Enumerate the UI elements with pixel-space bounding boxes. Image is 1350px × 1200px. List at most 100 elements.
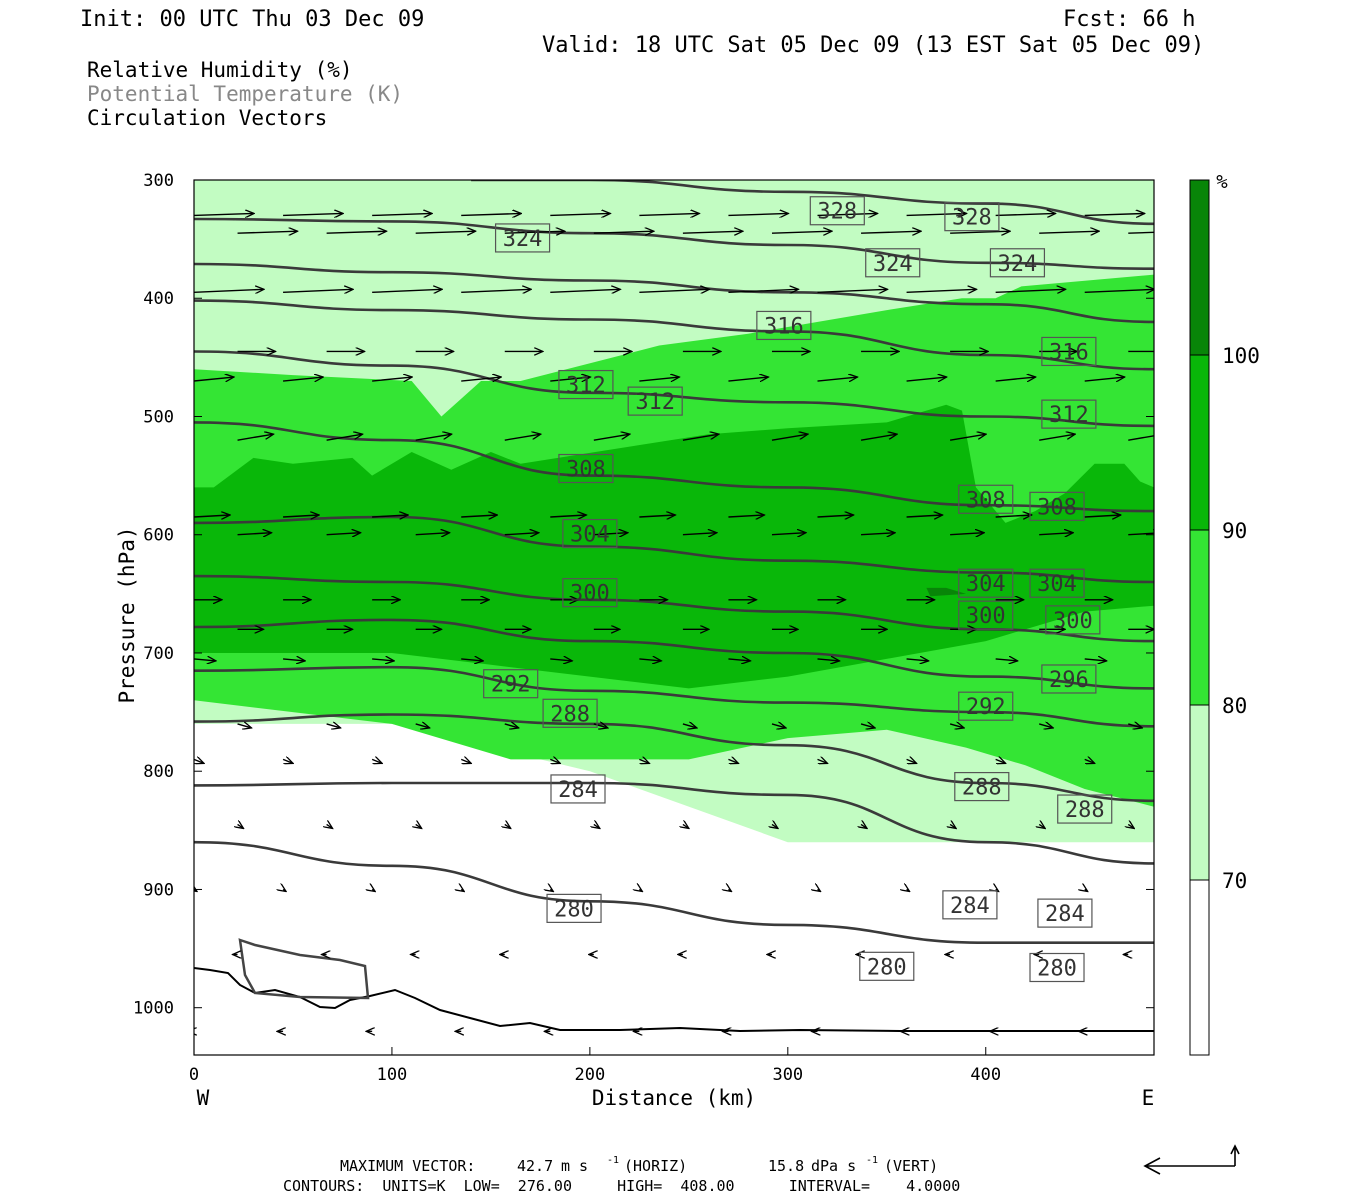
x-tick-label: 200 bbox=[575, 1065, 606, 1085]
theta-label-text: 284 bbox=[1045, 902, 1085, 927]
legend-vectors: Circulation Vectors bbox=[87, 106, 327, 130]
x-tick-label: 100 bbox=[377, 1065, 408, 1085]
theta-label-text: 304 bbox=[1037, 572, 1077, 597]
circulation-vector bbox=[461, 213, 521, 215]
footer: MAXIMUM VECTOR: 42.7 m s -1 (HORIZ) 15.8… bbox=[283, 1155, 960, 1195]
circulation-vector bbox=[415, 434, 452, 441]
circulation-vector bbox=[728, 759, 738, 763]
circulation-vector bbox=[372, 515, 408, 517]
theta-label-324: 324 bbox=[989, 248, 1046, 278]
rh-region-100+ bbox=[926, 587, 966, 597]
theta-label-288: 288 bbox=[542, 698, 598, 728]
circulation-vector bbox=[906, 289, 977, 292]
circulation-vector bbox=[728, 659, 750, 661]
circulation-vector bbox=[860, 724, 875, 728]
circulation-vector bbox=[372, 889, 375, 891]
theta-label-312: 312 bbox=[1041, 399, 1097, 429]
theta-label-box bbox=[1041, 399, 1097, 429]
circulation-vector bbox=[550, 759, 560, 763]
theta-label-box bbox=[1041, 336, 1097, 367]
colorbar-label: 80 bbox=[1222, 694, 1247, 718]
theta-contour-292 bbox=[194, 665, 1154, 728]
circulation-vector bbox=[728, 377, 768, 381]
theta-label-box bbox=[859, 951, 915, 981]
circulation-vector bbox=[995, 213, 1056, 215]
circulation-vector bbox=[283, 377, 323, 381]
theta-label-text: 284 bbox=[558, 778, 598, 803]
circulation-vector bbox=[593, 231, 654, 233]
circulation-vector bbox=[237, 533, 272, 535]
circulation-vector bbox=[861, 533, 895, 535]
theta-label-280: 280 bbox=[859, 951, 915, 981]
legend-rh: Relative Humidity (%) bbox=[87, 58, 353, 82]
theta-label-box bbox=[1057, 794, 1113, 824]
colorbar-segment bbox=[1190, 705, 1209, 880]
circulation-vector bbox=[326, 724, 341, 728]
circulation-vector bbox=[639, 213, 699, 215]
max-horiz-sup: -1 bbox=[607, 1155, 619, 1166]
circulation-vector bbox=[639, 659, 661, 661]
max-horiz-unit: m s bbox=[561, 1157, 588, 1175]
colorbar-segment bbox=[1190, 355, 1209, 530]
theta-label-text: 316 bbox=[764, 314, 804, 339]
theta-contour-328 bbox=[471, 180, 1154, 226]
circulation-vector bbox=[771, 231, 832, 233]
circulation-vector bbox=[593, 724, 608, 728]
west-label: W bbox=[197, 1086, 210, 1110]
theta-label-text: 308 bbox=[566, 458, 606, 483]
theta-label-box bbox=[958, 484, 1014, 514]
circulation-vector bbox=[327, 824, 333, 828]
circulation-vector bbox=[906, 515, 943, 517]
circulation-vector bbox=[1039, 724, 1053, 728]
circulation-vector bbox=[237, 231, 298, 233]
circulation-vector bbox=[593, 533, 628, 535]
circulation-vector bbox=[415, 231, 476, 233]
circulation-vector bbox=[817, 289, 888, 292]
theta-label-296: 296 bbox=[1041, 664, 1097, 694]
theta-label-text: 300 bbox=[1053, 609, 1093, 634]
theta-label-304: 304 bbox=[1029, 568, 1085, 598]
circulation-vector bbox=[1084, 377, 1125, 381]
theta-contour-320 bbox=[194, 262, 1154, 324]
theta-contour-324 bbox=[194, 217, 1154, 270]
theta-label-312: 312 bbox=[558, 369, 614, 400]
theta-label-box bbox=[942, 890, 998, 920]
theta-contour-296 bbox=[194, 618, 1154, 690]
reference-vector-vertical bbox=[1230, 1144, 1240, 1166]
circulation-vector bbox=[639, 289, 709, 292]
theta-label-text: 280 bbox=[867, 955, 907, 980]
circulation-vector bbox=[728, 213, 788, 215]
theta-label-316: 316 bbox=[1041, 336, 1097, 367]
reference-vector bbox=[1143, 1144, 1240, 1175]
init-time: Init: 00 UTC Thu 03 Dec 09 bbox=[80, 7, 424, 32]
circulation-vector bbox=[728, 889, 731, 891]
circulation-vector bbox=[682, 724, 697, 728]
theta-label-284: 284 bbox=[942, 890, 998, 920]
circulation-vector bbox=[504, 231, 565, 233]
circulation-vector bbox=[907, 889, 910, 891]
circulation-vector bbox=[1039, 824, 1045, 828]
theta-label-text: 312 bbox=[1049, 403, 1089, 428]
theta-label-text: 292 bbox=[491, 673, 531, 698]
theta-label-box bbox=[550, 774, 606, 804]
circulation-vector bbox=[504, 533, 539, 535]
circulation-vector bbox=[728, 289, 798, 292]
circulation-vector bbox=[505, 824, 511, 828]
circulation-vector bbox=[461, 289, 531, 292]
theta-label-text: 300 bbox=[966, 604, 1006, 629]
theta-label-box bbox=[756, 310, 812, 341]
circulation-vector bbox=[194, 515, 230, 517]
theta-label-text: 300 bbox=[570, 582, 610, 607]
y-tick-label: 500 bbox=[143, 407, 174, 427]
colorbar-label: 70 bbox=[1222, 869, 1247, 893]
theta-label-text: 280 bbox=[1037, 957, 1077, 982]
circulation-vector bbox=[593, 434, 630, 441]
circulation-vector bbox=[1128, 533, 1154, 535]
plot-frame bbox=[193, 179, 1155, 1056]
circulation-vector bbox=[550, 889, 553, 891]
theta-contour-284 bbox=[194, 781, 1154, 865]
theta-label-324: 324 bbox=[865, 248, 921, 278]
theta-label-box bbox=[944, 202, 1000, 232]
